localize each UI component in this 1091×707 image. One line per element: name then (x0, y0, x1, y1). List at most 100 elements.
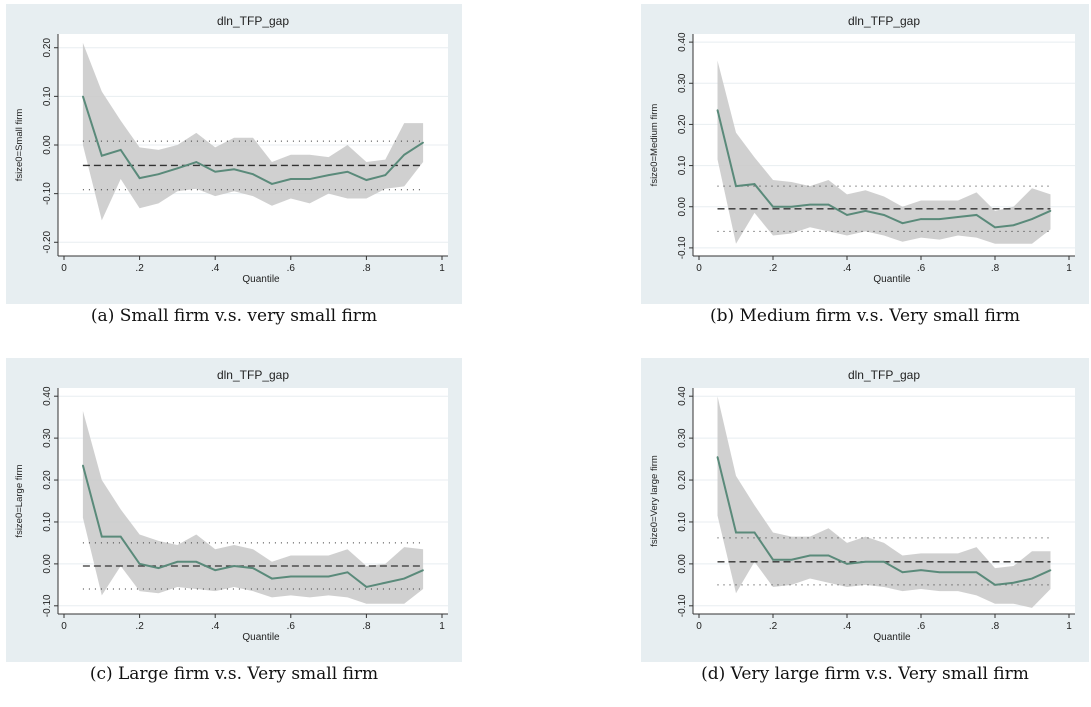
estimate-point (716, 456, 719, 458)
y-tick-label: 0.30 (677, 73, 688, 93)
confidence-band (717, 60, 1051, 244)
estimate-point (101, 154, 103, 157)
x-axis-label: Quantile (242, 274, 280, 285)
estimate-point (735, 185, 737, 187)
estimate-point (214, 170, 216, 173)
y-tick-label: -0.10 (677, 594, 688, 617)
y-tick-label: 0.40 (677, 386, 688, 406)
chart-very-large-firm: -0.10 0.00 0.10 0.20 0.30 0.40 0 .2 .4 .6 .8 1 dln_T… (641, 358, 1089, 662)
estimate-point (975, 571, 978, 574)
estimate-point (138, 563, 141, 565)
estimate-point (403, 153, 406, 156)
estimate-point (252, 173, 254, 175)
estimate-point (308, 178, 311, 180)
estimate-point (753, 531, 756, 534)
y-tick-label: -0.10 (42, 594, 53, 617)
y-tick-label: 0.00 (677, 197, 688, 217)
estimate-point (1012, 224, 1015, 227)
estimate-point (827, 203, 830, 206)
estimate-point (290, 575, 292, 578)
estimate-point (384, 581, 387, 584)
x-tick-label: .4 (211, 621, 220, 632)
x-tick-label: 0 (696, 621, 702, 632)
y-tick-label: 0.20 (42, 38, 53, 58)
estimate-point (846, 214, 848, 216)
estimate-point (422, 141, 424, 144)
estimate-point (938, 571, 941, 574)
estimate-point (827, 554, 830, 557)
estimate-point (1049, 569, 1052, 571)
x-tick-label: .8 (991, 263, 1000, 274)
caption-b: (b) Medium firm v.s. Very small firm (709, 306, 1021, 326)
x-tick-label: .6 (287, 621, 296, 632)
y-tick-label: 0.10 (42, 512, 53, 532)
estimate-point (422, 569, 424, 571)
confidence-band (82, 42, 424, 221)
estimate-point (1012, 581, 1015, 584)
estimate-point (957, 571, 959, 574)
x-tick-label: .8 (362, 621, 371, 632)
y-axis-label: fsize0=Very large firm (649, 455, 660, 547)
estimate-point (957, 216, 959, 218)
y-tick-label: 0.20 (677, 470, 688, 490)
x-tick-label: 0 (696, 263, 702, 274)
chart-panel-c: -0.10 0.00 0.10 0.20 0.30 0.40 0 .2 .4 .6 .8 1 dln_T… (6, 358, 462, 684)
y-tick-label: 0.00 (42, 554, 53, 574)
estimate-point (994, 584, 996, 586)
x-tick-label: 1 (439, 621, 445, 632)
estimate-point (195, 161, 198, 163)
x-axis-label: Quantile (873, 632, 911, 643)
y-tick-label: 0.40 (677, 32, 688, 52)
estimate-point (82, 95, 84, 98)
estimate-point (365, 586, 368, 588)
chart-small-firm: -0.20 -0.10 0.00 0.10 0.20 0 .2 .4 .6 .8 1 dln_TFP_… (6, 4, 462, 304)
estimate-point (195, 560, 198, 563)
y-tick-label: 0.10 (677, 512, 688, 532)
confidence-band (82, 410, 424, 604)
estimate-point (772, 205, 774, 208)
x-tick-label: 1 (1066, 621, 1072, 632)
estimate-point (901, 571, 904, 574)
estimate-point (365, 179, 368, 181)
estimate-point (772, 558, 774, 561)
estimate-point (327, 174, 330, 176)
estimate-point (157, 567, 160, 569)
estimate-point (716, 109, 719, 111)
x-axis-label: Quantile (873, 274, 911, 285)
estimate-point (883, 560, 885, 563)
chart-title: dln_TFP_gap (217, 368, 289, 382)
estimate-point (753, 183, 756, 185)
x-axis-label: Quantile (242, 632, 280, 643)
x-tick-label: .4 (211, 263, 220, 274)
y-tick-label: 0.00 (677, 554, 688, 574)
estimate-point (384, 174, 387, 176)
estimate-point (938, 218, 941, 220)
y-axis-label: fsize0=Medium firm (649, 104, 660, 187)
x-tick-label: .8 (991, 621, 1000, 632)
x-tick-label: .2 (135, 263, 144, 274)
y-tick-label: 0.20 (42, 470, 53, 490)
estimate-point (119, 149, 122, 151)
estimate-point (1031, 218, 1033, 220)
estimate-point (327, 575, 330, 578)
caption-c: (c) Large firm v.s. Very small firm (89, 664, 379, 684)
caption-d: (d) Very large firm v.s. Very small firm (701, 664, 1029, 684)
x-tick-label: .8 (362, 263, 371, 274)
y-tick-label: 0.10 (677, 155, 688, 175)
x-tick-label: .6 (917, 263, 926, 274)
estimate-point (790, 558, 793, 561)
y-tick-label: 0.00 (42, 135, 53, 155)
chart-large-firm: -0.10 0.00 0.10 0.20 0.30 0.40 0 .2 .4 .6 .8 1 dln_T… (6, 358, 462, 662)
estimate-point (290, 178, 292, 180)
y-tick-label: 0.20 (677, 114, 688, 134)
y-axis-label: fsize0=Small firm (14, 109, 25, 182)
estimate-point (308, 575, 311, 578)
estimate-point (735, 531, 737, 534)
x-tick-label: 1 (1066, 263, 1072, 274)
estimate-point (809, 203, 811, 206)
confidence-band (717, 396, 1051, 608)
x-tick-label: 1 (439, 263, 445, 274)
estimate-point (1031, 577, 1033, 580)
estimate-point (176, 560, 179, 563)
chart-title: dln_TFP_gap (848, 14, 920, 28)
